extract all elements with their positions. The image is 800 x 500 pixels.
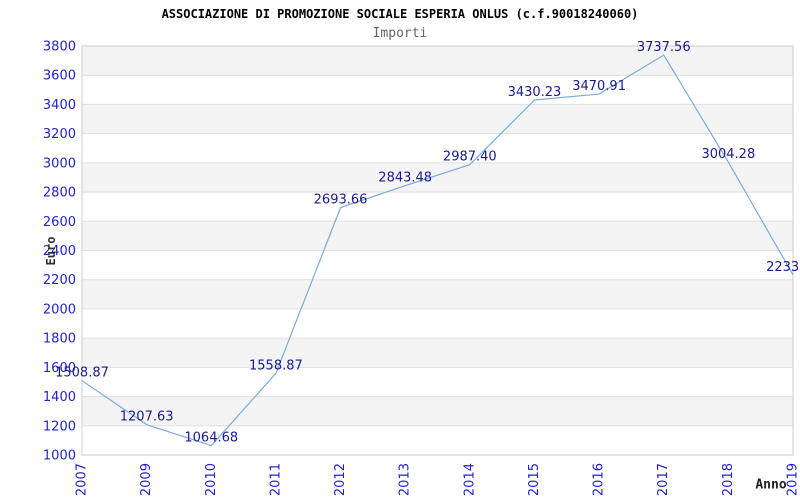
plot-band: [82, 46, 793, 76]
plot-band: [82, 162, 793, 193]
x-tick-label: 2014: [462, 463, 477, 496]
plot-band: [82, 221, 793, 251]
x-tick-label: 2015: [527, 463, 542, 496]
y-tick-label: 2600: [43, 215, 76, 230]
y-tick-label: 3000: [43, 156, 76, 171]
y-tick-label: 1000: [43, 449, 76, 464]
y-tick-label: 3800: [43, 40, 76, 55]
x-tick-label: 2012: [333, 463, 348, 496]
y-tick-label: 1600: [43, 361, 76, 376]
y-tick-label: 1800: [43, 332, 76, 347]
x-axis-title: Anno: [755, 477, 787, 493]
x-tick-label: 2011: [268, 463, 283, 496]
x-tick-label: 2009: [139, 463, 154, 496]
data-line: [81, 54, 794, 447]
plot-band: [82, 192, 793, 222]
x-tick-label: 2018: [721, 463, 736, 496]
data-point-label: 1558.87: [249, 358, 303, 373]
data-point-label: 3004.28: [701, 147, 755, 162]
y-tick-label: 3400: [43, 98, 76, 113]
chart-title: ASSOCIAZIONE DI PROMOZIONE SOCIALE ESPER…: [161, 7, 639, 21]
data-point-label: 3737.56: [637, 40, 691, 55]
plot-band: [82, 133, 793, 163]
data-point-label: 2233.33: [766, 260, 800, 275]
y-axis-title: Euro: [44, 236, 58, 266]
plot-band: [82, 104, 793, 134]
data-point-label: 1508.87: [55, 366, 109, 381]
y-tick-label: 2400: [43, 244, 76, 259]
plot-band: [82, 367, 793, 397]
plot-band: [82, 425, 793, 455]
x-tick-label: 2017: [656, 463, 671, 496]
y-tick-label: 2000: [43, 302, 76, 317]
data-point-label: 1207.63: [120, 410, 174, 425]
plot-band: [82, 338, 793, 368]
plot-band: [82, 308, 793, 339]
x-tick-label: 2010: [204, 463, 219, 496]
plot-band: [82, 250, 793, 280]
data-point-label: 3430.23: [508, 85, 562, 100]
data-point-label: 1064.68: [184, 431, 238, 446]
y-tick-label: 3200: [43, 127, 76, 142]
y-tick-label: 1200: [43, 419, 76, 434]
x-tick-label: 2007: [75, 463, 90, 496]
plot-band: [82, 75, 793, 105]
x-tick-label: 2019: [786, 463, 800, 496]
data-point-label: 3470.91: [572, 79, 626, 94]
x-tick-label: 2013: [398, 463, 413, 496]
y-tick-label: 2200: [43, 273, 76, 288]
plot-band: [82, 279, 793, 309]
data-point-label: 2987.40: [443, 150, 497, 165]
data-point-label: 2693.66: [314, 193, 368, 208]
chart-subtitle: Importi: [372, 26, 428, 41]
y-tick-label: 2800: [43, 186, 76, 201]
y-tick-label: 3600: [43, 69, 76, 84]
plot-band: [82, 396, 793, 426]
data-point-label: 2843.48: [378, 171, 432, 186]
x-tick-label: 2016: [592, 463, 607, 496]
y-tick-label: 1400: [43, 390, 76, 405]
plot-border: [81, 45, 794, 456]
